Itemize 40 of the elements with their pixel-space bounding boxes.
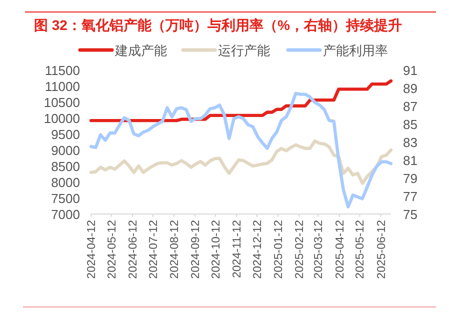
x-tick-label: 2024-12-12: [252, 220, 264, 279]
x-tick-label: 2025-01-12: [273, 220, 286, 279]
x-tick-label: 2025-02-12: [294, 220, 306, 279]
x-tick-label: 2025-05-12: [354, 220, 367, 279]
line-series: [89, 92, 393, 208]
y-tick-label: 7000: [51, 207, 80, 222]
y-tick-label: 9500: [51, 127, 80, 142]
line-series: [89, 139, 393, 185]
y-tick-label: 7500: [51, 191, 80, 206]
y-tick-label: 11500: [44, 63, 80, 78]
y2-tick-label: 85: [403, 117, 418, 132]
y2-tick-label: 83: [403, 135, 418, 150]
y-tick-label: 10500: [44, 95, 80, 110]
x-tick-label: 2024-04-12: [86, 220, 98, 279]
x-tick-label: 2024-08-12: [168, 220, 181, 279]
chart-title: 图 32：氧化铝产能（万吨）与利用率（%，右轴）持续提升: [34, 17, 402, 33]
y2-tick-label: 89: [403, 81, 418, 96]
legend-label: 产能利用率: [323, 43, 388, 58]
x-tick-label: 2024-05-12: [106, 220, 118, 279]
x-tick-label: 2024-06-12: [127, 220, 140, 279]
x-tick-label: 2024-09-12: [190, 220, 202, 279]
x-tick-label: 2024-07-12: [148, 220, 160, 279]
y2-tick-label: 91: [403, 63, 418, 78]
y-tick-label: 8500: [51, 159, 80, 174]
y-tick-label: 10000: [44, 111, 80, 126]
y2-tick-label: 75: [403, 207, 418, 222]
legend-label: 建成产能: [114, 43, 167, 58]
x-tick-label: 2025-06-12: [376, 220, 388, 279]
y2-tick-label: 77: [403, 189, 418, 204]
x-tick-label: 2025-04-12: [334, 220, 346, 279]
y-tick-label: 9000: [51, 143, 80, 158]
y2-tick-label: 81: [403, 153, 418, 168]
y2-tick-label: 79: [403, 171, 418, 186]
y2-tick-label: 87: [403, 99, 418, 114]
x-tick-label: 2024-10-12: [210, 220, 222, 279]
y-tick-label: 11000: [44, 79, 80, 94]
legend-label: 运行产能: [218, 43, 270, 58]
x-tick-label: 2024-11-12: [232, 220, 244, 278]
x-tick-label: 2025-03-12: [313, 220, 326, 279]
y-tick-label: 8000: [51, 175, 80, 190]
